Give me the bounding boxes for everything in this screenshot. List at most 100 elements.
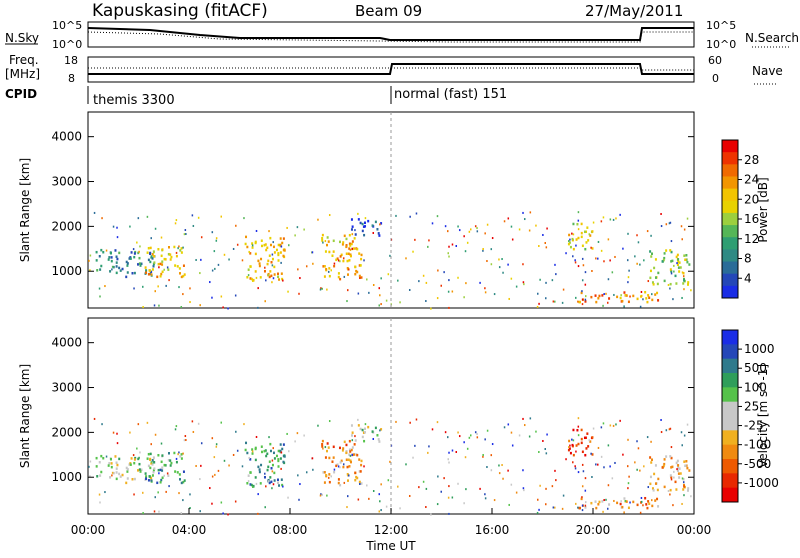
velocity-colorbar-title-text: Velocity [m s^-1]	[756, 364, 770, 468]
data-cell	[479, 487, 481, 490]
data-cell	[447, 290, 450, 293]
data-cell	[581, 463, 584, 466]
data-cell	[389, 254, 391, 257]
data-cell	[650, 255, 653, 258]
data-cell	[581, 290, 583, 293]
data-cell	[577, 300, 579, 303]
data-cell	[147, 464, 150, 468]
data-cell	[257, 465, 260, 469]
data-cell	[470, 434, 472, 437]
data-cell	[328, 456, 331, 460]
colorbar-swatch	[722, 261, 738, 275]
data-cell	[147, 479, 150, 482]
data-cell	[575, 238, 578, 241]
data-cell	[681, 502, 683, 505]
colorbar-swatch	[722, 459, 738, 474]
data-cell	[273, 273, 276, 276]
data-cell	[115, 467, 118, 470]
data-cell	[539, 484, 541, 487]
data-cell	[288, 244, 290, 247]
data-cell	[523, 424, 526, 427]
colorbar-tick-label: 24	[744, 173, 759, 187]
data-cell	[146, 421, 149, 424]
data-cell	[159, 262, 162, 266]
nave-line	[88, 67, 694, 71]
data-cell	[636, 503, 639, 507]
data-cell	[364, 431, 367, 434]
data-cell	[105, 249, 108, 252]
data-cell	[264, 472, 266, 475]
data-cell	[146, 251, 149, 254]
data-cell	[215, 445, 218, 448]
data-cell	[577, 417, 580, 420]
data-cell	[247, 268, 250, 271]
colorbar-swatch	[722, 212, 738, 226]
data-cell	[260, 239, 263, 242]
data-cell	[674, 274, 677, 278]
data-cell	[345, 450, 348, 453]
data-cell	[597, 503, 600, 506]
data-cell	[235, 430, 237, 433]
data-cell	[328, 420, 331, 423]
colorbar-swatch	[722, 330, 738, 345]
data-cell	[348, 268, 350, 271]
data-cell	[114, 455, 117, 458]
data-cell	[180, 457, 183, 460]
data-cell	[447, 252, 450, 255]
data-cell	[669, 488, 672, 492]
colorbar-swatch	[722, 140, 738, 153]
y-tick-label: 2000	[51, 425, 82, 439]
data-cell	[356, 247, 359, 251]
data-cell	[409, 215, 411, 218]
data-cell	[245, 235, 248, 239]
data-cell	[378, 304, 381, 307]
data-cell	[243, 423, 245, 426]
data-cell	[154, 290, 156, 293]
data-cell	[448, 512, 450, 515]
data-cell	[583, 230, 586, 234]
data-cell	[677, 472, 680, 475]
data-cell	[271, 253, 274, 256]
data-cell	[197, 216, 200, 219]
data-cell	[265, 485, 267, 488]
data-cell	[195, 258, 197, 261]
data-cell	[476, 230, 479, 233]
data-cell	[349, 460, 352, 464]
data-cell	[260, 450, 263, 454]
data-cell	[605, 292, 607, 295]
data-cell	[357, 418, 359, 421]
data-cell	[248, 456, 250, 459]
data-cell	[348, 259, 351, 262]
data-cell	[287, 496, 289, 499]
data-cell	[161, 263, 164, 266]
data-cell	[652, 489, 655, 492]
data-cell	[597, 257, 599, 260]
data-cell	[138, 250, 140, 253]
data-cell	[349, 459, 352, 462]
data-cell	[464, 250, 467, 253]
data-cell	[682, 275, 685, 278]
data-cell	[609, 424, 612, 427]
data-cell	[579, 506, 582, 510]
data-cell	[220, 501, 223, 504]
data-cell	[346, 273, 349, 276]
data-cell	[371, 224, 374, 227]
data-cell	[414, 444, 416, 447]
data-cell	[152, 468, 155, 472]
data-cell	[482, 455, 484, 458]
data-cell	[613, 293, 615, 296]
data-cell	[586, 226, 589, 229]
data-cell	[644, 496, 647, 500]
data-cell	[345, 443, 348, 447]
data-cell	[153, 467, 156, 470]
data-cell	[326, 243, 329, 247]
data-cell	[363, 439, 366, 443]
data-cell	[257, 512, 259, 515]
data-cell	[182, 480, 185, 484]
data-cell	[663, 256, 666, 260]
data-cell	[264, 300, 266, 303]
data-cell	[580, 231, 583, 235]
data-cell	[276, 272, 279, 276]
data-cell	[98, 493, 101, 496]
data-cell	[602, 216, 605, 219]
